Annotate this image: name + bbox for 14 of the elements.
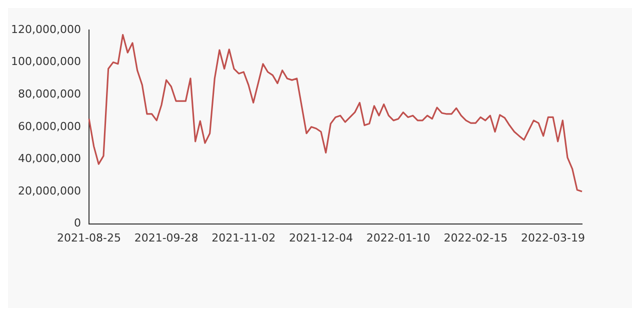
x-tick-label: 2022-03-19	[521, 231, 585, 244]
x-tick-label: 2022-01-10	[366, 231, 430, 244]
y-tick-label: 20,000,000	[18, 184, 81, 198]
x-tick-label: 2021-11-02	[212, 231, 276, 244]
x-tick-label: 2021-12-04	[289, 231, 353, 244]
x-tick-label: 2022-02-15	[444, 231, 508, 244]
y-tick-label: 0	[74, 216, 81, 230]
y-tick-label: 100,000,000	[10, 55, 81, 68]
x-tick-label: 2021-09-28	[134, 231, 198, 244]
y-tick-label: 80,000,000	[18, 87, 81, 100]
y-tick-label: 40,000,000	[18, 152, 81, 166]
y-tick-label: 120,000,000	[10, 22, 81, 36]
y-tick-label: 60,000,000	[18, 120, 81, 133]
x-tick-label: 2021-08-25	[57, 231, 121, 244]
